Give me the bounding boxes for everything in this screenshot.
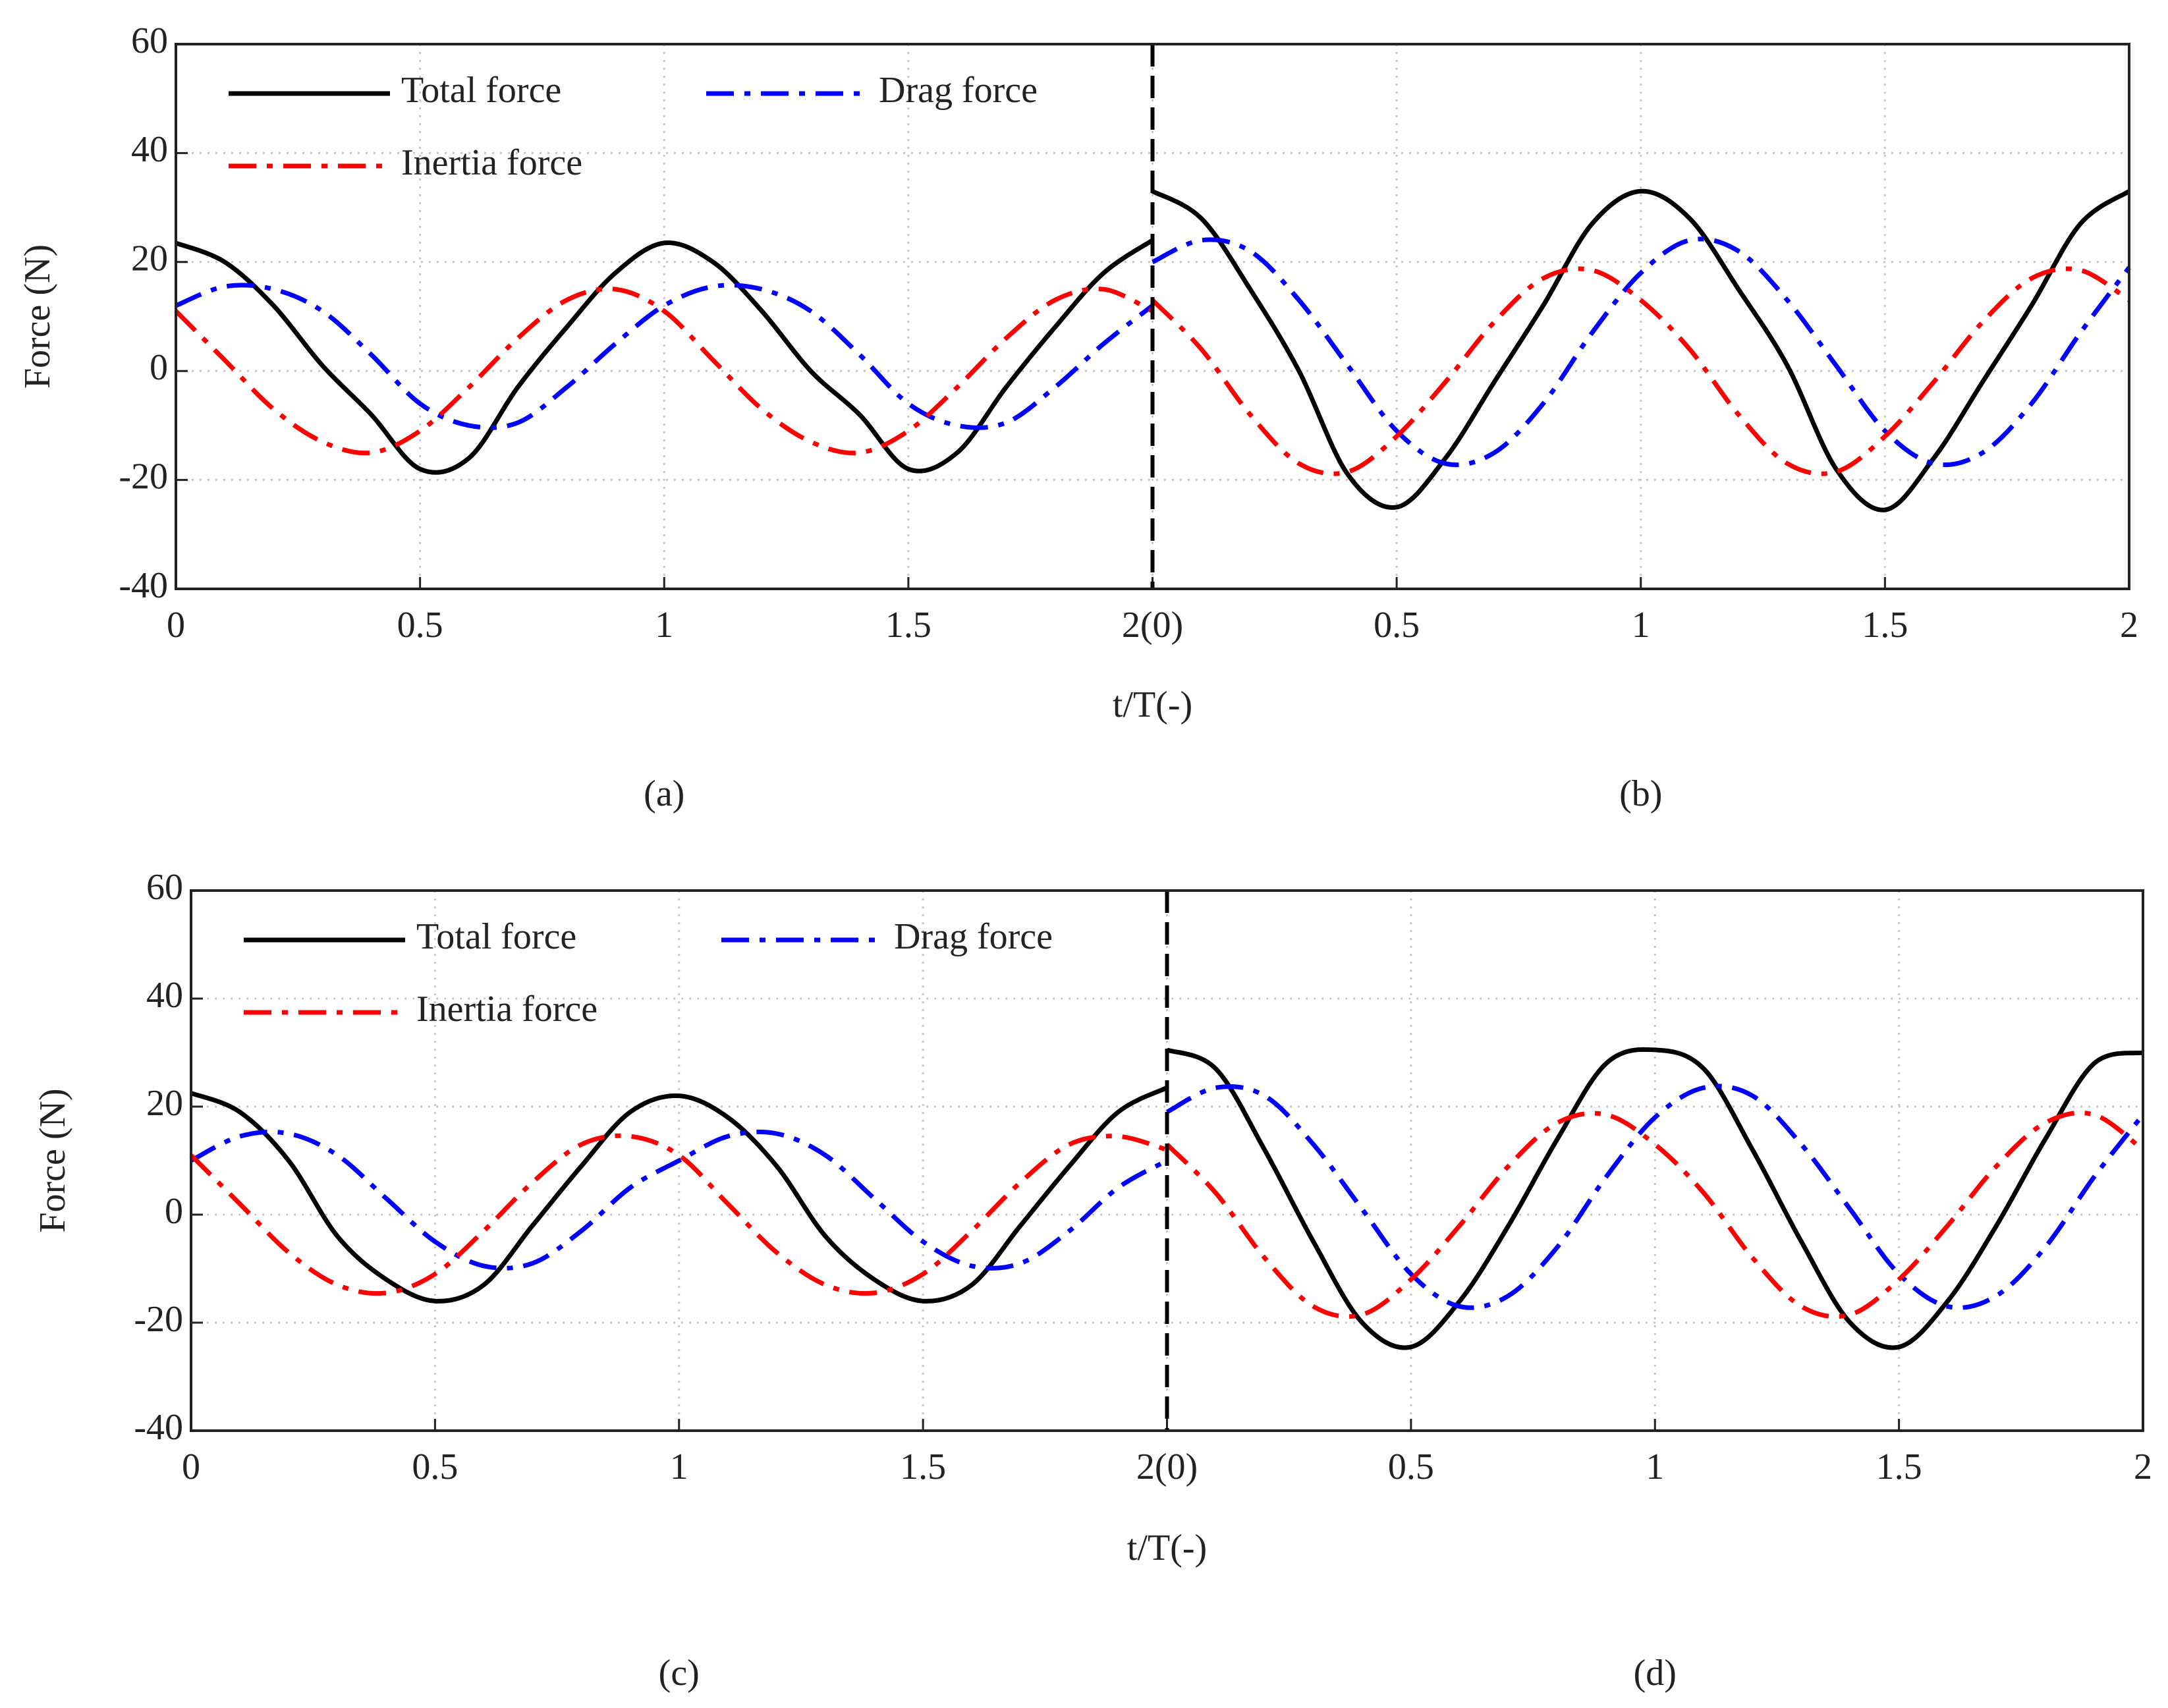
y-tick-label: 20 [146, 1083, 183, 1124]
legend-label: Drag force [894, 916, 1053, 957]
x-tick-label: 1.5 [1876, 1446, 1922, 1487]
y-tick-label: -40 [134, 1407, 183, 1448]
series-line [1151, 188, 2130, 512]
x-tick-label: 1.5 [1862, 605, 1908, 646]
x-tick-label: 0 [167, 605, 185, 646]
x-tick-label: 0.5 [397, 605, 443, 646]
x-tick-label: 1 [655, 605, 673, 646]
x-axis-label: t/T(-) [1127, 1528, 1207, 1568]
x-axis-label: t/T(-) [1113, 684, 1192, 725]
legend-label: Drag force [879, 70, 1038, 111]
series-line [1166, 1047, 2144, 1350]
x-tick-label: 1 [670, 1446, 688, 1487]
chart: -40 -20 0 20 40 60 0 0.5 1 1.5 2(0) 0.5 1 1.5 2 Total f… [17, 20, 2138, 814]
chart: -40 -20 0 20 40 60 0 0.5 1 1.5 2(0) 0.5 1 1.5 2 Total f… [32, 867, 2152, 1694]
panel-label: (a) [644, 773, 684, 814]
y-tick-label: -20 [134, 1299, 183, 1340]
legend-label: Total force [401, 70, 561, 111]
x-tick-label: 1.5 [900, 1446, 946, 1487]
x-tick-label: 2(0) [1136, 1446, 1198, 1487]
series-line [174, 287, 1154, 456]
x-tick-label: 1 [1646, 1446, 1664, 1487]
y-tick-label: 0 [165, 1191, 183, 1232]
series-line [190, 1086, 1169, 1304]
legend-label: Inertia force [401, 142, 582, 183]
y-tick-label: -40 [119, 565, 168, 606]
panel-label: (b) [1619, 773, 1662, 814]
y-tick-label: 60 [146, 867, 183, 908]
series-line [1165, 1111, 2145, 1319]
x-tick-label: 0 [182, 1446, 200, 1487]
series-line [190, 1129, 1169, 1271]
y-tick-label: 0 [150, 347, 168, 388]
panel-label: (d) [1634, 1653, 1677, 1694]
y-axis-label: Force (N) [32, 1088, 73, 1232]
x-tick-label: 2(0) [1122, 605, 1183, 646]
y-tick-label: 20 [131, 238, 168, 279]
y-tick-label: 60 [131, 20, 168, 61]
x-tick-label: 2 [2134, 1446, 2152, 1487]
x-tick-label: 0.5 [1388, 1446, 1434, 1487]
series-line [175, 283, 1154, 430]
plot-frame [175, 43, 2130, 590]
series-line [175, 238, 1154, 475]
x-tick-label: 0.5 [412, 1446, 458, 1487]
legend-label: Inertia force [416, 989, 598, 1030]
series-line [1165, 1084, 2145, 1310]
y-axis-label: Force (N) [17, 244, 58, 389]
x-tick-label: 1 [1632, 605, 1650, 646]
x-tick-label: 1.5 [885, 605, 931, 646]
panel-label: (c) [659, 1653, 700, 1694]
x-tick-label: 0.5 [1374, 605, 1420, 646]
y-tick-label: -20 [119, 456, 168, 497]
legend-label: Total force [416, 916, 576, 957]
y-tick-label: 40 [146, 975, 183, 1016]
series-line [189, 1133, 1168, 1296]
plot-frame [190, 889, 2144, 1432]
y-tick-label: 40 [131, 129, 168, 170]
x-tick-label: 2 [2120, 605, 2138, 646]
series-line [1151, 266, 2130, 476]
series-line [1151, 236, 2131, 468]
